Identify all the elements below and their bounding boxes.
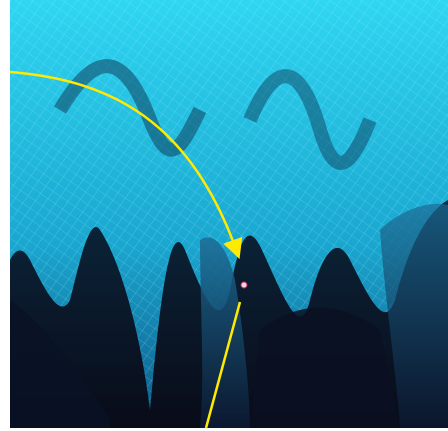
- valley: [250, 307, 400, 428]
- descent-arrow: [9, 70, 243, 260]
- wireframe: [10, 0, 448, 410]
- ridge-shadow: [53, 59, 207, 157]
- ridge-shadow: [243, 69, 377, 170]
- descent-line: [204, 301, 242, 429]
- valley: [380, 203, 448, 428]
- valley: [10, 300, 110, 428]
- position-ball: [240, 281, 248, 289]
- surface: [10, 0, 448, 428]
- valley: [200, 237, 250, 428]
